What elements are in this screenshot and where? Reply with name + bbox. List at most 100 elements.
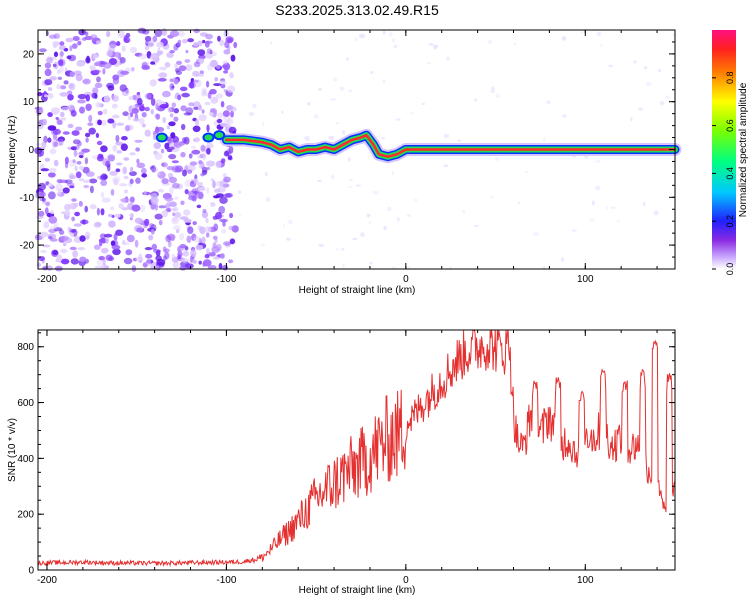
noise-blob: [192, 259, 197, 264]
noise-blob: [393, 44, 398, 49]
noise-blob: [179, 86, 188, 92]
noise-blob: [153, 142, 161, 150]
noise-blob: [53, 141, 59, 148]
noise-blob: [79, 106, 85, 114]
y-tick-label: 800: [17, 342, 34, 353]
noise-blob: [580, 31, 583, 34]
noise-blob: [75, 126, 83, 131]
noise-blob: [48, 216, 58, 224]
noise-blob: [144, 218, 150, 227]
noise-blob: [169, 113, 174, 118]
noise-blob: [184, 59, 191, 63]
noise-blob: [206, 48, 212, 54]
noise-blob: [122, 111, 129, 117]
noise-blob: [95, 102, 102, 108]
noise-blob: [85, 94, 91, 102]
noise-blob: [144, 247, 153, 251]
noise-blob: [123, 37, 131, 43]
y-tick-label: 20: [23, 49, 35, 60]
noise-blob: [200, 144, 206, 152]
noise-blob: [226, 118, 234, 125]
noise-blob: [64, 156, 69, 165]
noise-blob: [84, 91, 92, 97]
noise-blob: [84, 132, 91, 138]
noise-blob: [346, 57, 349, 61]
noise-blob: [318, 88, 322, 91]
noise-blob: [60, 248, 68, 254]
noise-blob: [212, 235, 218, 240]
noise-blob: [383, 226, 387, 231]
noise-blob: [395, 118, 401, 121]
noise-blob: [448, 265, 452, 271]
noise-blob: [208, 252, 216, 257]
noise-blob: [143, 190, 147, 196]
noise-blob: [76, 61, 85, 67]
noise-blob: [150, 109, 154, 115]
noise-blob: [204, 40, 210, 48]
noise-blob: [60, 111, 65, 118]
noise-blob: [121, 45, 126, 52]
noise-blob: [102, 258, 106, 266]
noise-blob: [77, 140, 82, 147]
x-tick-label: -200: [37, 274, 57, 285]
noise-blob: [108, 58, 118, 65]
noise-blob: [74, 211, 80, 217]
noise-blob: [173, 79, 179, 85]
noise-blob: [162, 246, 167, 253]
noise-blob: [227, 37, 233, 44]
noise-blob: [135, 256, 144, 262]
noise-blob: [219, 39, 225, 47]
noise-blob: [162, 90, 171, 98]
noise-blob: [196, 204, 202, 209]
colorbar-ticks: 0.0 0.2 0.4 0.6 0.8: [712, 72, 735, 275]
noise-blob: [120, 143, 128, 151]
noise-blob: [131, 67, 135, 72]
noise-blob: [155, 113, 161, 120]
noise-blob: [347, 186, 353, 189]
noise-blob: [201, 166, 208, 174]
noise-blob: [183, 209, 191, 216]
noise-blob: [67, 123, 74, 129]
noise-blob: [204, 226, 212, 233]
noise-blob: [151, 167, 159, 173]
snr-line: [37, 329, 676, 568]
noise-blob: [252, 103, 257, 108]
noise-blob: [89, 204, 97, 210]
noise-blob: [64, 203, 71, 211]
noise-blob: [174, 196, 179, 200]
noise-blob: [119, 57, 126, 64]
noise-blob: [106, 50, 113, 57]
noise-blob: [70, 146, 77, 151]
noise-blob: [150, 98, 156, 106]
noise-blob: [223, 49, 231, 55]
noise-blob: [368, 221, 371, 225]
noise-blob: [154, 213, 163, 220]
y-tick-label: 200: [17, 510, 34, 521]
noise-blob: [328, 135, 335, 140]
noise-blob: [52, 250, 59, 256]
noise-blob: [56, 254, 63, 262]
noise-blob: [70, 110, 77, 117]
noise-blob: [107, 85, 115, 91]
noise-blob: [129, 46, 138, 54]
noise-blob: [233, 41, 238, 49]
noise-blob: [141, 112, 147, 118]
noise-blob: [53, 63, 57, 68]
x-tick-label: -200: [37, 575, 57, 586]
noise-blob: [118, 203, 124, 209]
noise-blob: [42, 118, 48, 126]
noise-blob: [213, 256, 221, 260]
noise-blob: [176, 60, 182, 65]
noise-blob: [59, 179, 68, 184]
noise-blob: [164, 197, 174, 202]
noise-blob: [56, 138, 62, 142]
noise-blob: [132, 118, 140, 122]
spectral-ridge: [155, 128, 682, 164]
noise-blob: [123, 175, 129, 180]
noise-blob: [187, 38, 195, 43]
noise-blob: [206, 80, 210, 88]
noise-blob: [193, 106, 200, 110]
noise-blob: [161, 210, 168, 218]
noise-blob: [206, 124, 210, 133]
noise-blob: [223, 150, 230, 157]
